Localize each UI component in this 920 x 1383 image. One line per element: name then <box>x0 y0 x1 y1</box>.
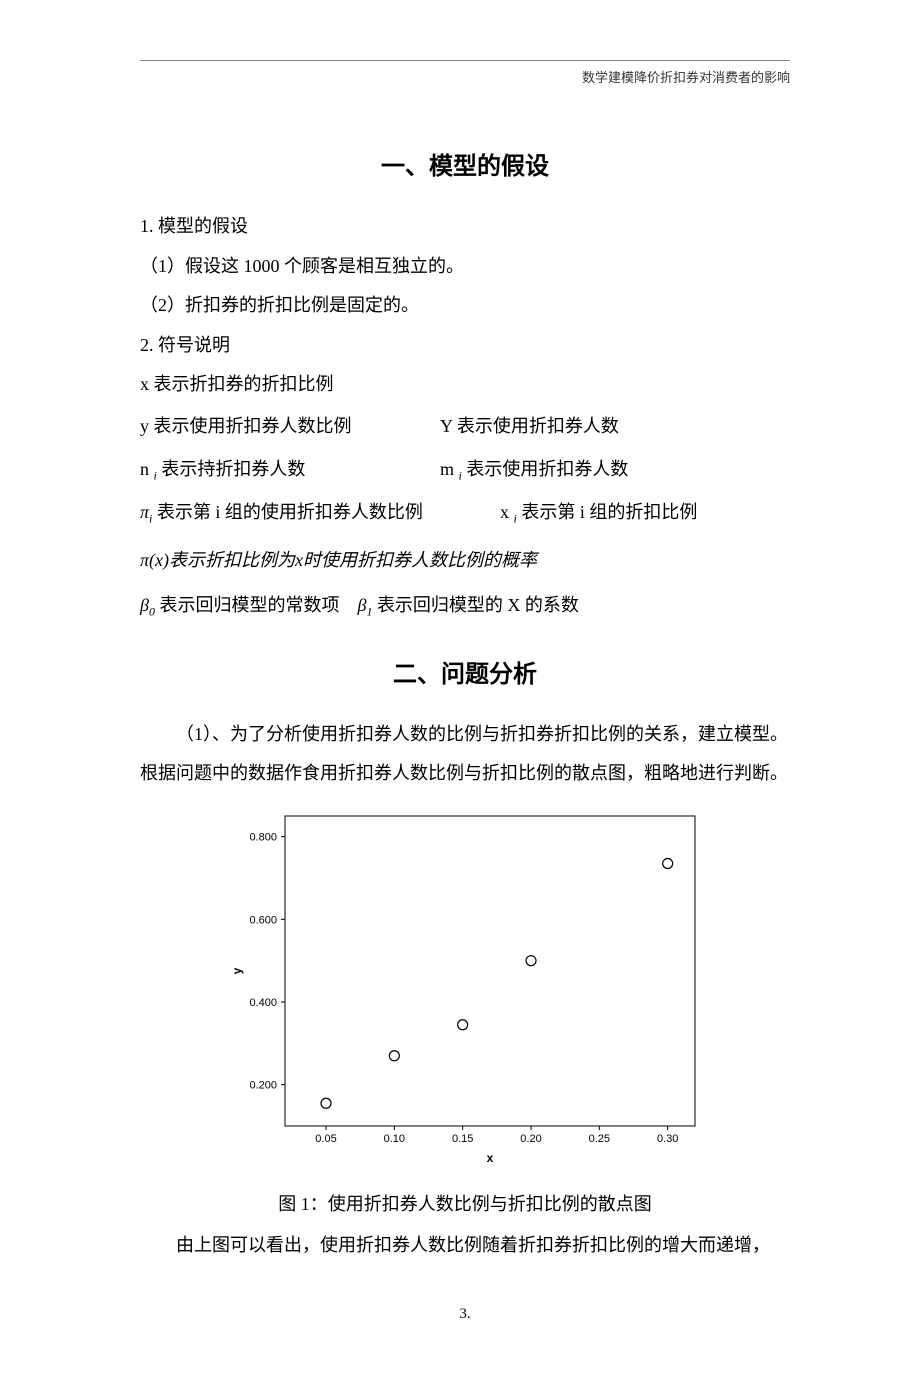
svg-text:0.30: 0.30 <box>657 1133 678 1145</box>
svg-text:0.25: 0.25 <box>589 1133 610 1145</box>
svg-text:0.15: 0.15 <box>452 1133 473 1145</box>
pix-text: π(x)表示折扣比例为x时使用折扣券人数比例的概率 <box>140 550 537 570</box>
svg-text:x: x <box>487 1151 494 1165</box>
def-Y: Y 表示使用折扣券人数 <box>440 405 790 448</box>
svg-text:0.400: 0.400 <box>249 997 277 1009</box>
def-n-row: n i 表示持折扣券人数 m i 表示使用折扣券人数 <box>140 448 790 491</box>
s2-p2: 根据问题中的数据作食用折扣券人数比例与折扣比例的散点图，粗略地进行判断。 <box>140 754 790 794</box>
def-y: y 表示使用折扣券人数比例 <box>140 405 440 448</box>
page-number: 3. <box>140 1306 790 1323</box>
svg-text:0.200: 0.200 <box>249 1080 277 1092</box>
xi-pre: x <box>500 502 514 522</box>
xi-post: 表示第 i 组的折扣比例 <box>517 502 698 522</box>
scatter-chart: 0.200 0.400 0.600 0.800 0.05 0.10 0.15 0.20 0.25… <box>215 806 715 1176</box>
s2-p1: （1）、为了分析使用折扣券人数的比例与折扣券折扣比例的关系，建立模型。 <box>140 715 790 755</box>
section2-title: 二、问题分析 <box>140 654 790 689</box>
svg-text:0.10: 0.10 <box>384 1133 405 1145</box>
svg-text:0.20: 0.20 <box>520 1133 541 1145</box>
def-xi: x i 表示第 i 组的折扣比例 <box>500 491 790 534</box>
ni-pre: n <box>140 459 154 479</box>
svg-text:0.600: 0.600 <box>249 914 277 926</box>
figure-caption: 图 1：使用折扣券人数比例与折扣比例的散点图 <box>140 1190 790 1216</box>
pi-pre: π <box>140 502 149 522</box>
footer-line: 由上图可以看出，使用折扣券人数比例随着折扣券折扣比例的增大而递增， <box>140 1226 790 1266</box>
def-pi-row: πi 表示第 i 组的使用折扣券人数比例 x i 表示第 i 组的折扣比例 <box>140 491 790 534</box>
s1-p2: （1）假设这 1000 个顾客是相互独立的。 <box>140 247 790 287</box>
s1-p3: （2）折扣券的折扣比例是固定的。 <box>140 286 790 326</box>
pi-post: 表示第 i 组的使用折扣券人数比例 <box>152 502 423 522</box>
def-beta: β0 表示回归模型的常数项 β1 表示回归模型的 X 的系数 <box>140 586 790 626</box>
section1-title: 一、模型的假设 <box>140 146 790 181</box>
def-mi: m i 表示使用折扣券人数 <box>440 448 790 491</box>
s1-p4: 2. 符号说明 <box>140 326 790 366</box>
mi-pre: m <box>440 459 459 479</box>
def-y-row: y 表示使用折扣券人数比例 Y 表示使用折扣券人数 <box>140 405 790 448</box>
b0-post: 表示回归模型的常数项 <box>155 595 340 615</box>
def-ni: n i 表示持折扣券人数 <box>140 448 440 491</box>
chart-svg: 0.200 0.400 0.600 0.800 0.05 0.10 0.15 0.20 0.25… <box>215 806 715 1176</box>
b0-pre: β <box>140 595 149 615</box>
header-title: 数学建模降价折扣券对消费者的影响 <box>140 67 790 86</box>
mi-post: 表示使用折扣券人数 <box>462 459 629 479</box>
b1-post: 表示回归模型的 X 的系数 <box>372 595 579 615</box>
s1-p1: 1. 模型的假设 <box>140 207 790 247</box>
def-x: x 表示折扣券的折扣比例 <box>140 365 790 405</box>
svg-text:0.800: 0.800 <box>249 832 277 844</box>
page: 数学建模降价折扣券对消费者的影响 一、模型的假设 1. 模型的假设 （1）假设这… <box>0 0 920 1383</box>
header-rule <box>140 60 790 61</box>
svg-text:y: y <box>230 967 244 974</box>
def-pix: π(x)表示折扣比例为x时使用折扣券人数比例的概率 <box>140 541 790 581</box>
ni-post: 表示持折扣券人数 <box>157 459 306 479</box>
def-pi-i: πi 表示第 i 组的使用折扣券人数比例 <box>140 491 500 534</box>
svg-text:0.05: 0.05 <box>315 1133 336 1145</box>
